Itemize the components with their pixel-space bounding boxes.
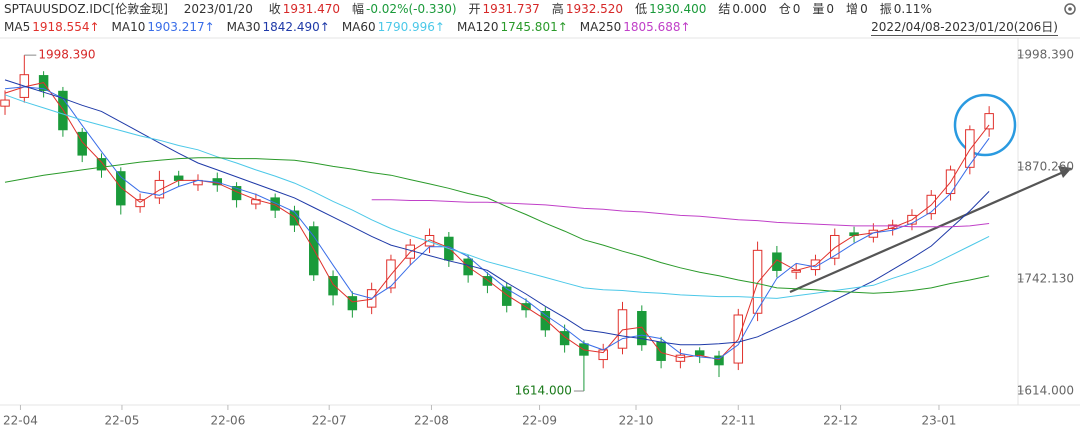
ma-line	[4, 94, 990, 299]
legend-name: MA250	[579, 20, 622, 34]
y-tick-label: 1614.000	[1017, 384, 1074, 398]
highlight-circle	[953, 93, 1017, 157]
candle-body	[0, 99, 10, 107]
legend-value: 1790.996↑	[377, 20, 445, 34]
ma-legend: MA5 1918.554↑ MA10 1903.217↑ MA30 1842.490↑ MA…	[4, 18, 693, 36]
field-label: 仓	[778, 2, 791, 16]
x-tick-label: 22-11	[721, 414, 756, 428]
candle-body	[77, 131, 87, 156]
field-value: 1931.737	[482, 2, 540, 16]
candle-body	[135, 199, 145, 208]
field-value: 1932.520	[565, 2, 624, 16]
symbol: SPTAUUSDOZ.IDC[伦敦金现]	[4, 2, 168, 16]
candle-body	[656, 341, 666, 361]
x-tick-label: 22-07	[312, 414, 347, 428]
candle-body	[154, 179, 165, 199]
field-label: 低	[635, 2, 648, 16]
field-label: 量	[812, 2, 825, 16]
candle-body	[984, 113, 994, 130]
x-tick-label: 22-05	[105, 414, 140, 428]
candle-body	[540, 311, 551, 331]
legend-value: 1842.490↑	[262, 20, 330, 34]
candle-body	[482, 276, 493, 286]
annotation-label: 1998.390	[38, 48, 95, 62]
field-value: -0.02%(-0.330)	[366, 2, 457, 16]
candle-body	[386, 259, 396, 289]
legend-name: MA30	[226, 20, 261, 34]
field-label: 增	[846, 2, 859, 16]
date: 2023/01/20	[183, 2, 253, 16]
field-label: 结	[718, 2, 731, 16]
field-label: 开	[468, 2, 481, 16]
field-value: 0.000	[732, 2, 767, 16]
candle-body	[96, 158, 107, 171]
field-value: 0	[826, 2, 835, 16]
y-tick-label: 1742.130	[1017, 272, 1074, 286]
candle-body	[116, 171, 126, 206]
ma-line	[371, 199, 990, 228]
candle-body	[694, 350, 705, 356]
field-value: 0.11%	[893, 2, 932, 16]
legend-name: MA120	[456, 20, 499, 34]
field-value: 1930.400	[649, 2, 707, 16]
candle-body	[328, 276, 338, 296]
legend-value: 1745.801↑	[500, 20, 568, 34]
y-tick-label: 1870.260	[1017, 160, 1074, 174]
candle-body	[887, 224, 898, 229]
settings-icon[interactable]	[1064, 3, 1076, 15]
quote-row: SPTAUUSDOZ.IDC[伦敦金现] 2023/01/20 收 1931.47…	[4, 0, 934, 18]
candle-body	[714, 355, 724, 366]
candle-body	[830, 234, 840, 259]
field-label: 收	[268, 2, 281, 16]
legend-name: MA60	[341, 20, 376, 34]
field-value: 0	[860, 2, 868, 16]
legend-name: MA5	[4, 20, 31, 34]
legend-value: 1805.688↑	[623, 20, 691, 34]
legend-value: 1903.217↑	[147, 20, 215, 34]
x-tick-label: 22-09	[522, 414, 557, 428]
candle-body	[965, 129, 975, 168]
ma-line	[4, 79, 990, 346]
ma-line	[4, 86, 990, 360]
candle-body	[501, 286, 512, 306]
ma-line	[4, 82, 990, 361]
candle-body	[173, 175, 184, 181]
field-value: 0	[792, 2, 801, 16]
field-label: 幅	[352, 2, 365, 16]
trend-arrow	[789, 168, 1069, 294]
field-value: 1931.470	[282, 2, 340, 16]
x-tick-label: 22-08	[414, 414, 449, 428]
x-tick-label: 23-01	[922, 414, 957, 428]
arrow-head	[1058, 166, 1072, 178]
legend-value: 1918.554↑	[32, 20, 100, 34]
x-tick-label: 22-10	[619, 414, 654, 428]
date-range[interactable]: 2022/04/08-2023/01/20(206日)	[871, 20, 1058, 36]
x-tick-label: 22-12	[823, 414, 858, 428]
x-tick-label: 22-06	[210, 414, 245, 428]
candle-body	[752, 249, 763, 314]
annotation-label: 1614.000	[515, 384, 572, 398]
field-label: 高	[551, 2, 564, 16]
candle-body	[598, 349, 608, 361]
candle-body	[309, 226, 319, 276]
candle-body	[347, 296, 358, 311]
legend-name: MA10	[111, 20, 146, 34]
x-tick-label: 22-04	[3, 414, 38, 428]
field-label: 振	[879, 2, 892, 16]
candle-body	[559, 331, 570, 346]
y-tick-label: 1998.390	[1017, 48, 1074, 62]
